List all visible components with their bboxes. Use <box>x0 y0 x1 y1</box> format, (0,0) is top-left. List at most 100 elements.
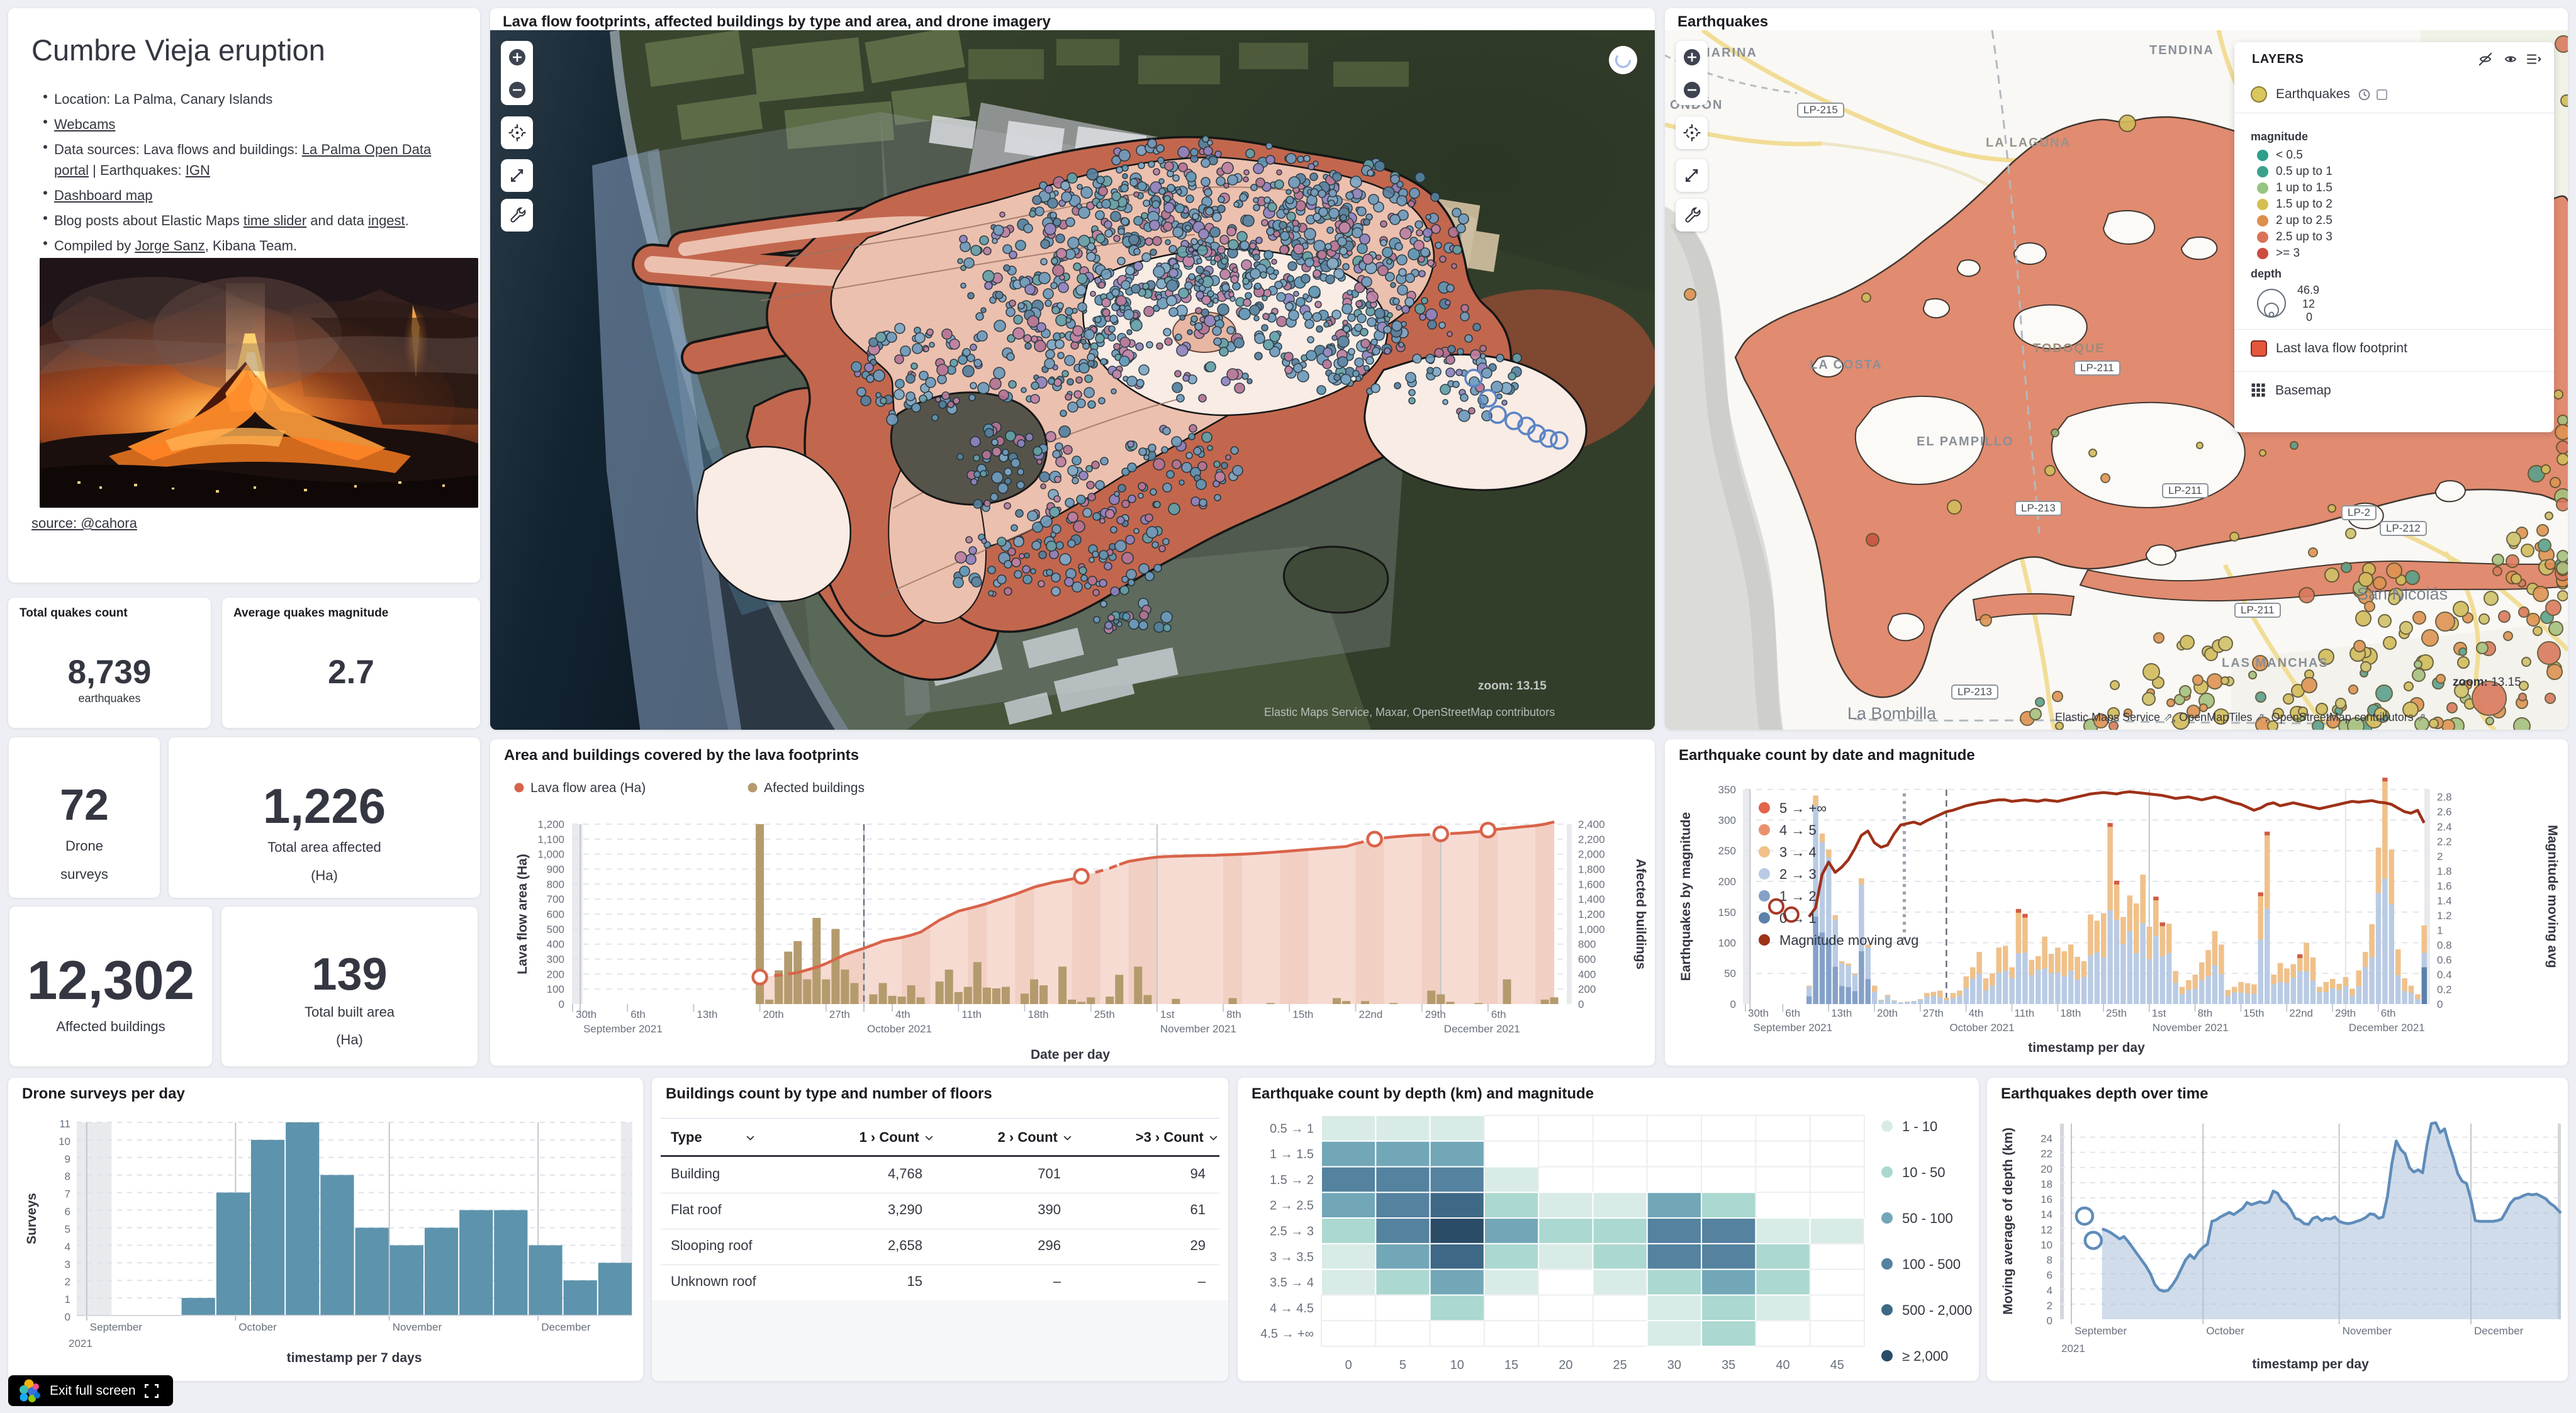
svg-text:Afected buildings: Afected buildings <box>1633 859 1648 969</box>
svg-text:20th: 20th <box>763 1008 784 1020</box>
svg-text:November 2021: November 2021 <box>2153 1022 2229 1034</box>
svg-text:1,200: 1,200 <box>1578 908 1605 920</box>
svg-text:Elastic Maps Service, Maxar, O: Elastic Maps Service, Maxar, OpenStreetM… <box>1264 706 1555 718</box>
svg-text:2,400: 2,400 <box>1578 818 1605 830</box>
svg-text:4 → 4.5: 4 → 4.5 <box>1270 1302 1314 1315</box>
svg-text:1,600: 1,600 <box>1578 878 1605 890</box>
svg-text:15: 15 <box>1504 1358 1518 1372</box>
svg-text:400: 400 <box>547 939 564 951</box>
svg-text:1: 1 <box>65 1293 70 1305</box>
svg-text:timestamp per day: timestamp per day <box>2252 1357 2369 1371</box>
svg-text:14: 14 <box>2041 1209 2052 1220</box>
svg-text:24: 24 <box>2041 1133 2052 1145</box>
svg-text:700: 700 <box>547 893 564 905</box>
svg-text:35: 35 <box>1722 1358 1735 1372</box>
svg-text:Earthquakes by magnitude: Earthquakes by magnitude <box>1679 812 1693 981</box>
svg-text:8: 8 <box>65 1171 70 1183</box>
svg-text:5 → +∞: 5 → +∞ <box>1779 800 1827 816</box>
svg-text:18th: 18th <box>2060 1007 2081 1019</box>
svg-text:Elastic Maps Service ⇗, OpenMa: Elastic Maps Service ⇗, OpenMapTiles ⇗, … <box>2055 711 2426 723</box>
svg-text:6th: 6th <box>2381 1007 2396 1019</box>
svg-text:4 → 5: 4 → 5 <box>1779 822 1817 838</box>
svg-text:25th: 25th <box>1094 1008 1115 1020</box>
svg-text:600: 600 <box>1578 954 1596 966</box>
svg-text:October: October <box>238 1321 277 1333</box>
svg-text:December 2021: December 2021 <box>1444 1023 1520 1035</box>
svg-text:20: 20 <box>2041 1163 2052 1175</box>
svg-text:3 → 3.5: 3 → 3.5 <box>1270 1250 1314 1264</box>
svg-text:Lava flow area (Ha): Lava flow area (Ha) <box>530 781 646 795</box>
svg-text:200: 200 <box>547 968 564 980</box>
svg-text:20th: 20th <box>1877 1007 1898 1019</box>
svg-text:40: 40 <box>1776 1358 1789 1372</box>
svg-text:EL PAMPILLO: EL PAMPILLO <box>1917 435 2014 449</box>
svg-text:1,800: 1,800 <box>1578 864 1605 876</box>
svg-text:MARINA: MARINA <box>1700 46 1757 60</box>
svg-text:6th: 6th <box>630 1008 646 1020</box>
svg-text:300: 300 <box>547 954 564 966</box>
svg-text:9: 9 <box>65 1153 70 1165</box>
svg-text:November: November <box>2343 1325 2392 1337</box>
svg-text:16: 16 <box>2041 1193 2052 1205</box>
svg-text:400: 400 <box>1578 968 1596 980</box>
svg-text:San Nicolás: San Nicolás <box>2357 584 2448 603</box>
svg-text:500: 500 <box>547 924 564 935</box>
svg-text:2.4: 2.4 <box>2437 821 2452 833</box>
svg-text:10: 10 <box>2041 1239 2052 1251</box>
svg-text:December: December <box>2474 1325 2524 1337</box>
svg-text:1st: 1st <box>1160 1008 1175 1020</box>
svg-text:45: 45 <box>1830 1358 1844 1372</box>
svg-text:timestamp per day: timestamp per day <box>2028 1041 2145 1055</box>
svg-text:0: 0 <box>1730 998 1736 1010</box>
svg-text:Magnitude moving avg: Magnitude moving avg <box>2545 825 2560 968</box>
svg-text:November 2021: November 2021 <box>1160 1023 1236 1035</box>
svg-text:September 2021: September 2021 <box>583 1023 663 1035</box>
svg-text:800: 800 <box>547 878 564 890</box>
svg-text:1.8: 1.8 <box>2437 865 2452 877</box>
svg-text:7: 7 <box>65 1188 70 1200</box>
svg-text:2,000: 2,000 <box>1578 849 1605 861</box>
svg-text:13th: 13th <box>697 1008 717 1020</box>
svg-text:13th: 13th <box>1831 1007 1852 1019</box>
svg-text:4th: 4th <box>1969 1007 1984 1019</box>
svg-text:1 → 1.5: 1 → 1.5 <box>1270 1148 1314 1161</box>
svg-text:50: 50 <box>1724 968 1736 980</box>
svg-text:18th: 18th <box>1028 1008 1049 1020</box>
svg-text:November: November <box>393 1321 442 1333</box>
svg-text:22nd: 22nd <box>1359 1008 1383 1020</box>
svg-text:4: 4 <box>65 1241 70 1253</box>
svg-text:500 - 2,000: 500 - 2,000 <box>1902 1302 1972 1318</box>
svg-text:8th: 8th <box>1226 1008 1241 1020</box>
svg-text:2,200: 2,200 <box>1578 834 1605 846</box>
svg-text:October 2021: October 2021 <box>1949 1022 2014 1034</box>
svg-text:2.8: 2.8 <box>2437 791 2452 803</box>
svg-text:25th: 25th <box>2106 1007 2127 1019</box>
svg-text:0.5 → 1: 0.5 → 1 <box>1270 1122 1314 1136</box>
svg-text:2: 2 <box>65 1276 70 1288</box>
svg-text:1,100: 1,100 <box>537 834 564 846</box>
svg-text:September 2021: September 2021 <box>1753 1022 1832 1034</box>
svg-text:11: 11 <box>59 1118 70 1130</box>
svg-text:1: 1 <box>2437 924 2443 936</box>
svg-text:TENDINA: TENDINA <box>2149 43 2214 57</box>
svg-text:5: 5 <box>1399 1358 1406 1372</box>
svg-text:8: 8 <box>2047 1254 2052 1266</box>
svg-text:Moving average of depth (km): Moving average of depth (km) <box>2001 1127 2015 1315</box>
svg-text:La Bombilla: La Bombilla <box>1847 704 1937 723</box>
svg-text:2: 2 <box>2437 851 2443 863</box>
svg-text:10: 10 <box>1450 1358 1464 1372</box>
svg-text:12: 12 <box>2041 1224 2052 1236</box>
svg-text:100 - 500: 100 - 500 <box>1902 1256 1961 1272</box>
svg-text:6: 6 <box>2047 1270 2052 1282</box>
svg-text:zoom: 13.15: zoom: 13.15 <box>2453 676 2521 689</box>
svg-text:zoom: 13.15: zoom: 13.15 <box>1478 679 1547 693</box>
svg-text:1,000: 1,000 <box>1578 924 1605 935</box>
svg-text:350: 350 <box>1718 784 1736 796</box>
svg-text:27th: 27th <box>829 1008 850 1020</box>
svg-text:15th: 15th <box>2243 1007 2264 1019</box>
svg-text:3.5 → 4: 3.5 → 4 <box>1270 1276 1314 1290</box>
svg-text:December 2021: December 2021 <box>2349 1022 2425 1034</box>
svg-text:11th: 11th <box>2014 1007 2034 1019</box>
svg-text:22nd: 22nd <box>2289 1007 2313 1019</box>
svg-text:2.5 → 3: 2.5 → 3 <box>1270 1225 1314 1239</box>
